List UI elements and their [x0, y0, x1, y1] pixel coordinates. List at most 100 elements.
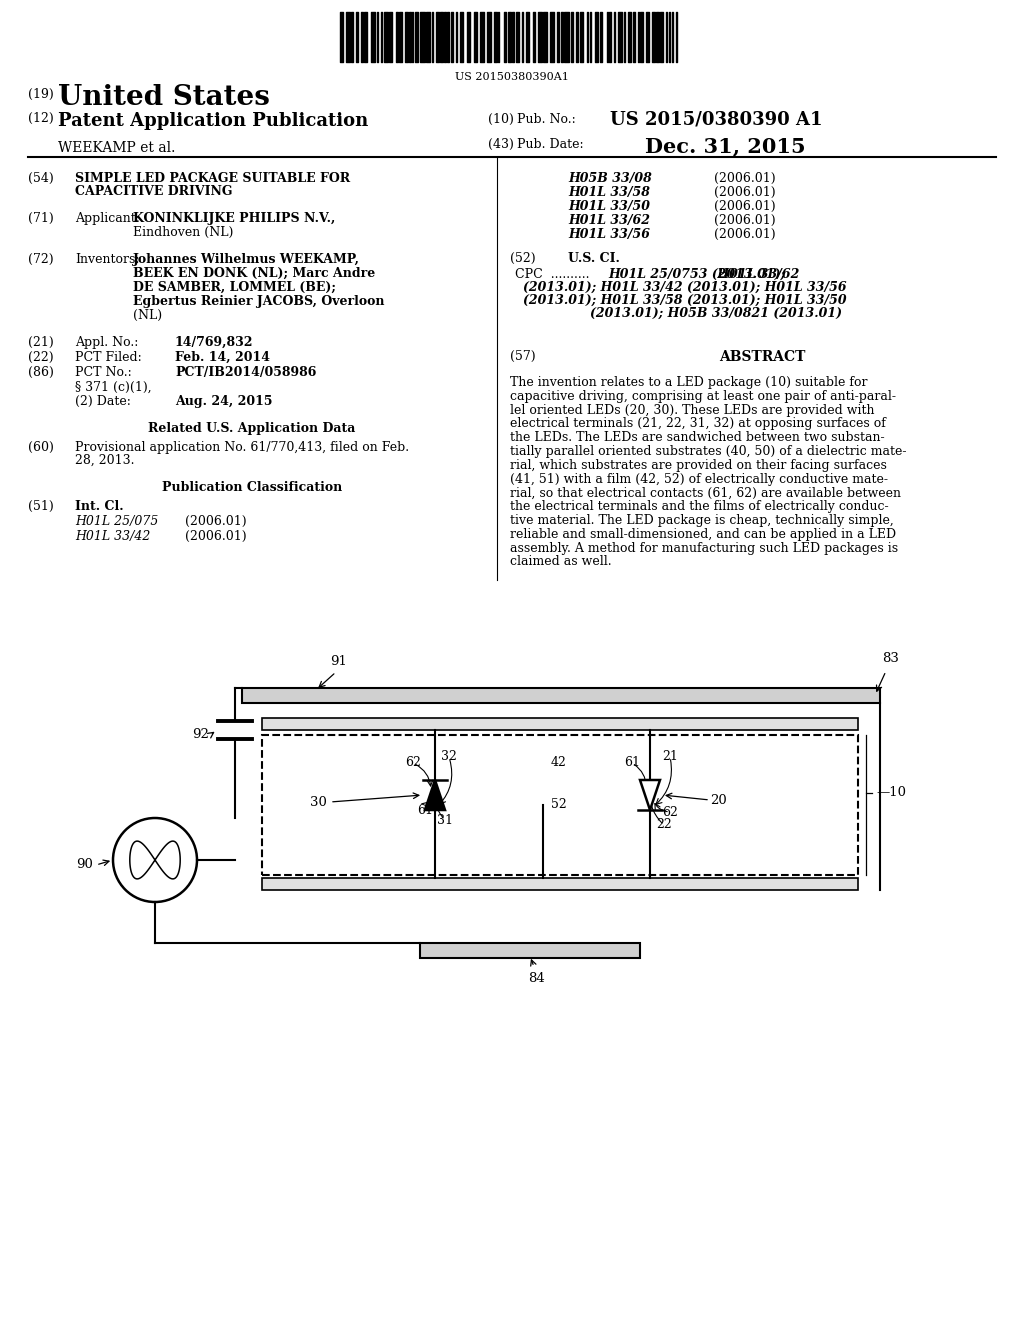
Text: KONINKLIJKE PHILIPS N.V.,: KONINKLIJKE PHILIPS N.V.,: [133, 213, 336, 224]
Text: PCT/IB2014/058986: PCT/IB2014/058986: [175, 366, 316, 379]
Text: the electrical terminals and the films of electrically conduc-: the electrical terminals and the films o…: [510, 500, 889, 513]
Text: CPC  ..........: CPC ..........: [515, 268, 590, 281]
Text: 30: 30: [310, 796, 327, 808]
Text: DE SAMBER, LOMMEL (BE);: DE SAMBER, LOMMEL (BE);: [133, 281, 336, 294]
Text: 61: 61: [624, 756, 640, 770]
Text: Johannes Wilhelmus WEEKAMP,: Johannes Wilhelmus WEEKAMP,: [133, 253, 360, 267]
Text: assembly. A method for manufacturing such LED packages is: assembly. A method for manufacturing suc…: [510, 541, 898, 554]
Text: The invention relates to a LED package (10) suitable for: The invention relates to a LED package (…: [510, 376, 867, 389]
Text: (52): (52): [510, 252, 536, 265]
Text: claimed as well.: claimed as well.: [510, 556, 611, 569]
Text: PCT Filed:: PCT Filed:: [75, 351, 141, 364]
Text: Appl. No.:: Appl. No.:: [75, 337, 138, 348]
Text: US 2015/0380390 A1: US 2015/0380390 A1: [610, 111, 822, 129]
Text: H01L 33/56: H01L 33/56: [568, 228, 650, 242]
Text: 14/769,832: 14/769,832: [175, 337, 254, 348]
Text: the LEDs. The LEDs are sandwiched between two substan-: the LEDs. The LEDs are sandwiched betwee…: [510, 432, 885, 445]
Text: tially parallel oriented substrates (40, 50) of a dielectric mate-: tially parallel oriented substrates (40,…: [510, 445, 906, 458]
Text: Pub. No.:: Pub. No.:: [517, 114, 575, 125]
Text: H01L 33/62: H01L 33/62: [568, 214, 650, 227]
Text: (54): (54): [28, 172, 53, 185]
Text: lel oriented LEDs (20, 30). These LEDs are provided with: lel oriented LEDs (20, 30). These LEDs a…: [510, 404, 874, 417]
Text: 83: 83: [882, 652, 899, 665]
Text: (71): (71): [28, 213, 53, 224]
Text: Related U.S. Application Data: Related U.S. Application Data: [148, 422, 355, 436]
Text: (86): (86): [28, 366, 54, 379]
Text: 28, 2013.: 28, 2013.: [75, 454, 134, 467]
Text: (2006.01): (2006.01): [714, 172, 775, 185]
Text: rial, which substrates are provided on their facing surfaces: rial, which substrates are provided on t…: [510, 459, 887, 471]
Text: Pub. Date:: Pub. Date:: [517, 139, 584, 150]
Text: (2013.01); H01L 33/58 (2013.01); H01L 33/50: (2013.01); H01L 33/58 (2013.01); H01L 33…: [523, 294, 847, 308]
Text: Applicant:: Applicant:: [75, 213, 140, 224]
Text: § 371 (c)(1),: § 371 (c)(1),: [75, 381, 152, 393]
Text: Dec. 31, 2015: Dec. 31, 2015: [645, 136, 806, 156]
Text: 84: 84: [528, 972, 545, 985]
Text: 61: 61: [417, 804, 433, 817]
Text: (2006.01): (2006.01): [185, 515, 247, 528]
Text: H05B 33/08: H05B 33/08: [568, 172, 652, 185]
Text: PCT No.:: PCT No.:: [75, 366, 132, 379]
Text: Publication Classification: Publication Classification: [162, 480, 342, 494]
Polygon shape: [640, 780, 660, 810]
Text: rial, so that electrical contacts (61, 62) are available between: rial, so that electrical contacts (61, 6…: [510, 486, 901, 499]
Text: U.S. CI.: U.S. CI.: [568, 252, 620, 265]
Text: (2013.01); H01L 33/42 (2013.01); H01L 33/56: (2013.01); H01L 33/42 (2013.01); H01L 33…: [523, 281, 847, 294]
Bar: [262, 735, 858, 875]
Text: (2013.01); H05B 33/0821 (2013.01): (2013.01); H05B 33/0821 (2013.01): [590, 308, 842, 319]
Text: electrical terminals (21, 22, 31, 32) at opposing surfaces of: electrical terminals (21, 22, 31, 32) at…: [510, 417, 886, 430]
Text: H01L 33/42: H01L 33/42: [75, 531, 151, 543]
Text: (NL): (NL): [133, 309, 162, 322]
Text: ABSTRACT: ABSTRACT: [719, 350, 805, 364]
Text: 32: 32: [441, 751, 457, 763]
Text: (2006.01): (2006.01): [714, 186, 775, 199]
Bar: [262, 718, 858, 730]
Text: capacitive driving, comprising at least one pair of anti-paral-: capacitive driving, comprising at least …: [510, 389, 896, 403]
Text: 52: 52: [551, 799, 566, 812]
Bar: [242, 688, 880, 704]
Text: Patent Application Publication: Patent Application Publication: [58, 112, 369, 129]
Text: 31: 31: [437, 813, 453, 826]
Text: (72): (72): [28, 253, 53, 267]
Text: Aug. 24, 2015: Aug. 24, 2015: [175, 395, 272, 408]
Text: 90: 90: [76, 858, 93, 871]
Text: H01L 33/50: H01L 33/50: [568, 201, 650, 213]
Text: 20: 20: [710, 793, 727, 807]
Text: SIMPLE LED PACKAGE SUITABLE FOR: SIMPLE LED PACKAGE SUITABLE FOR: [75, 172, 350, 185]
Text: tive material. The LED package is cheap, technically simple,: tive material. The LED package is cheap,…: [510, 513, 894, 527]
Text: 21: 21: [663, 751, 678, 763]
Text: Egbertus Reinier JACOBS, Overloon: Egbertus Reinier JACOBS, Overloon: [133, 294, 384, 308]
Text: —10: —10: [876, 787, 906, 800]
Text: (10): (10): [488, 114, 514, 125]
Text: Inventors:: Inventors:: [75, 253, 139, 267]
Text: 42: 42: [551, 755, 567, 768]
Text: Feb. 14, 2014: Feb. 14, 2014: [175, 351, 270, 364]
Text: 22: 22: [656, 818, 672, 832]
Text: 92: 92: [193, 729, 209, 742]
Text: (43): (43): [488, 139, 514, 150]
Text: (57): (57): [510, 350, 536, 363]
Text: WEEKAMP et al.: WEEKAMP et al.: [58, 141, 175, 154]
Text: H01L 25/075: H01L 25/075: [75, 515, 159, 528]
Text: 91: 91: [330, 655, 347, 668]
Text: (22): (22): [28, 351, 53, 364]
Text: (2006.01): (2006.01): [185, 531, 247, 543]
Text: (2) Date:: (2) Date:: [75, 395, 131, 408]
Text: H01L 25/0753 (2013.01);: H01L 25/0753 (2013.01);: [608, 268, 785, 281]
Text: Provisional application No. 61/770,413, filed on Feb.: Provisional application No. 61/770,413, …: [75, 441, 410, 454]
Text: Eindhoven (NL): Eindhoven (NL): [133, 226, 233, 239]
Text: United States: United States: [58, 84, 270, 111]
Text: (12): (12): [28, 112, 53, 125]
Text: (2006.01): (2006.01): [714, 228, 775, 242]
Text: (2006.01): (2006.01): [714, 214, 775, 227]
Bar: [262, 878, 858, 890]
Text: H01L 33/62: H01L 33/62: [608, 268, 800, 281]
Text: (41, 51) with a film (42, 52) of electrically conductive mate-: (41, 51) with a film (42, 52) of electri…: [510, 473, 888, 486]
Text: BEEK EN DONK (NL); Marc Andre: BEEK EN DONK (NL); Marc Andre: [133, 267, 375, 280]
Text: H01L 33/58: H01L 33/58: [568, 186, 650, 199]
Text: 62: 62: [663, 805, 678, 818]
Text: (21): (21): [28, 337, 53, 348]
Text: Int. Cl.: Int. Cl.: [75, 500, 124, 513]
Text: (2006.01): (2006.01): [714, 201, 775, 213]
Text: (51): (51): [28, 500, 53, 513]
